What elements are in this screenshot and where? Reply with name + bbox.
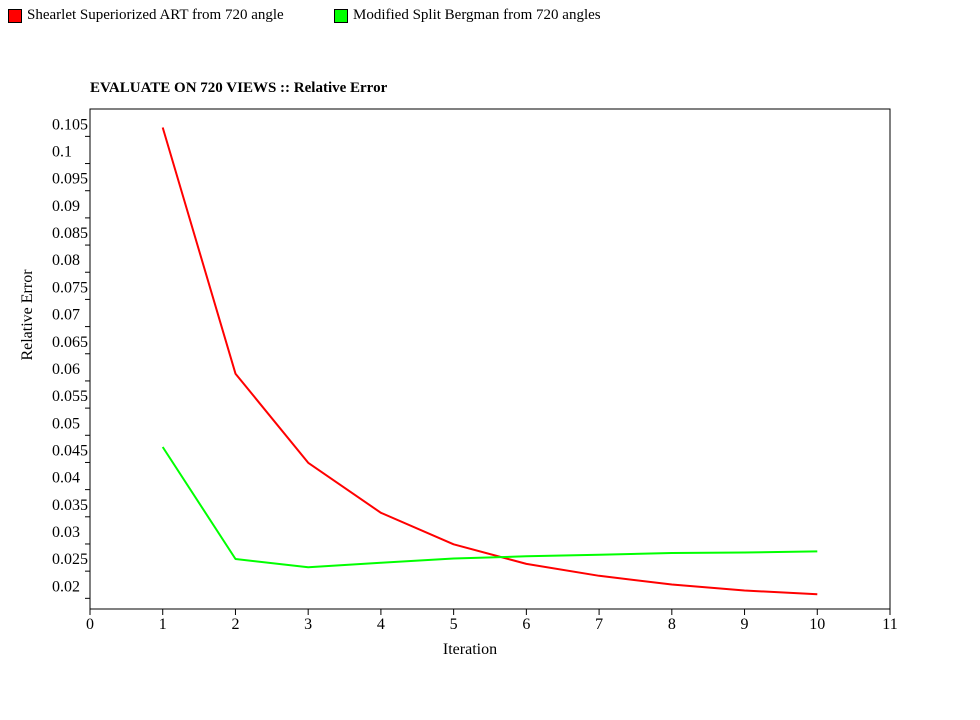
- plot-lines: [161, 127, 818, 596]
- x-axis: 0 1 2 3 4 5 6 7 8 9 10 11: [86, 609, 898, 633]
- y-tick-label: 0.095: [52, 171, 88, 188]
- y-tick-label: 0.045: [52, 442, 88, 459]
- x-tick-label: 11: [882, 616, 897, 633]
- x-tick-label: 6: [522, 616, 530, 633]
- y-tick-label: 0.105: [52, 116, 88, 133]
- x-tick-label: 1: [159, 616, 167, 633]
- y-tick-label: 0.075: [52, 279, 88, 296]
- y-tick-label: 0.055: [52, 388, 88, 405]
- x-tick-label: 9: [741, 616, 749, 633]
- x-tick-label: 0: [86, 616, 94, 633]
- legend-item-series-2: Modified Split Bergman from 720 angles: [334, 7, 601, 24]
- y-tick-label: 0.065: [52, 334, 88, 351]
- x-axis-label: Iteration: [443, 641, 497, 658]
- y-axis-label: Relative Error: [19, 269, 36, 361]
- legend-swatch-series-2: [334, 8, 348, 23]
- x-tick-label: 10: [809, 616, 825, 633]
- y-tick-label: 0.03: [52, 524, 80, 541]
- series-line-2: [161, 446, 818, 569]
- legend-label-series-1: Shearlet Superiorized ART from 720 angle: [27, 7, 284, 23]
- x-tick-label: 7: [595, 616, 603, 633]
- x-tick-label: 5: [450, 616, 458, 633]
- plot-frame: [89, 108, 891, 610]
- series-line-1: [161, 127, 818, 596]
- x-tick-label: 4: [377, 616, 385, 633]
- y-tick-label: 0.07: [52, 307, 80, 324]
- y-tick-label: 0.1: [52, 144, 72, 161]
- x-tick-label: 3: [304, 616, 312, 633]
- y-tick-label: 0.085: [52, 225, 88, 242]
- y-tick-label: 0.06: [52, 361, 80, 378]
- y-tick-label: 0.025: [52, 551, 88, 568]
- x-tick-label: 8: [668, 616, 676, 633]
- y-tick-label: 0.04: [52, 470, 80, 487]
- x-tick-label: 2: [231, 616, 239, 633]
- y-tick-label: 0.02: [52, 578, 80, 595]
- chart-title: EVALUATE ON 720 VIEWS :: Relative Error: [90, 80, 388, 96]
- legend-label-series-2: Modified Split Bergman from 720 angles: [353, 7, 601, 23]
- y-axis: 0.02 0.025 0.03 0.035 0.04 0.045 0.05 0.055 0.06…: [52, 116, 90, 599]
- legend-item-series-1: Shearlet Superiorized ART from 720 angle: [8, 7, 284, 24]
- y-tick-label: 0.08: [52, 252, 80, 269]
- legend-swatch-series-1: [8, 8, 22, 23]
- y-tick-label: 0.05: [52, 415, 80, 432]
- y-tick-label: 0.035: [52, 497, 88, 514]
- y-tick-label: 0.09: [52, 198, 80, 215]
